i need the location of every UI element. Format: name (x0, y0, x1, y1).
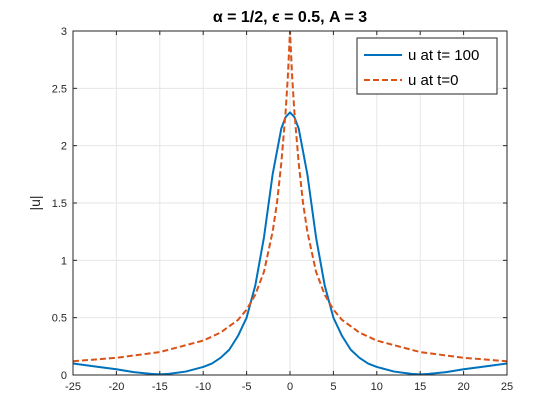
y-tick-label: 2 (61, 141, 67, 153)
y-tick-label: 3 (61, 26, 67, 38)
x-tick-label: 10 (371, 381, 383, 393)
y-tick-label: 0.5 (52, 313, 67, 325)
x-tick-label: 25 (501, 381, 513, 393)
series-line-2 (73, 31, 507, 363)
x-tick-label: -10 (195, 381, 211, 393)
y-tick-label: 1 (61, 255, 67, 267)
legend-label-series-1: u at t= 100 (408, 47, 479, 64)
x-tick-label: 5 (330, 381, 336, 393)
x-tick-label: 0 (287, 381, 293, 393)
x-tick-label: -25 (65, 381, 81, 393)
legend-label-series-2: u at t=0 (408, 72, 458, 89)
x-tick-label: -20 (108, 381, 124, 393)
y-axis-label: |u| (27, 195, 43, 210)
y-tick-label: 0 (61, 370, 67, 382)
x-tick-label: -5 (242, 381, 252, 393)
x-tick-label: 15 (414, 381, 426, 393)
x-tick-label: -15 (152, 381, 168, 393)
series-line-1 (73, 111, 507, 375)
legend: u at t= 100 u at t=0 (356, 37, 498, 95)
legend-box (356, 37, 498, 95)
y-tick-label: 1.5 (52, 198, 67, 210)
chart-title: α = 1/2, ϵ = 0.5, A = 3 (213, 9, 367, 26)
x-tick-label: 20 (457, 381, 469, 393)
tick-layer: -25 -20 -15 -10 -5 0 5 10 15 20 25 0 0.5 1 1.5 2 2.5 3 (52, 26, 513, 393)
y-tick-label: 2.5 (52, 83, 67, 95)
series-layer (73, 31, 507, 375)
